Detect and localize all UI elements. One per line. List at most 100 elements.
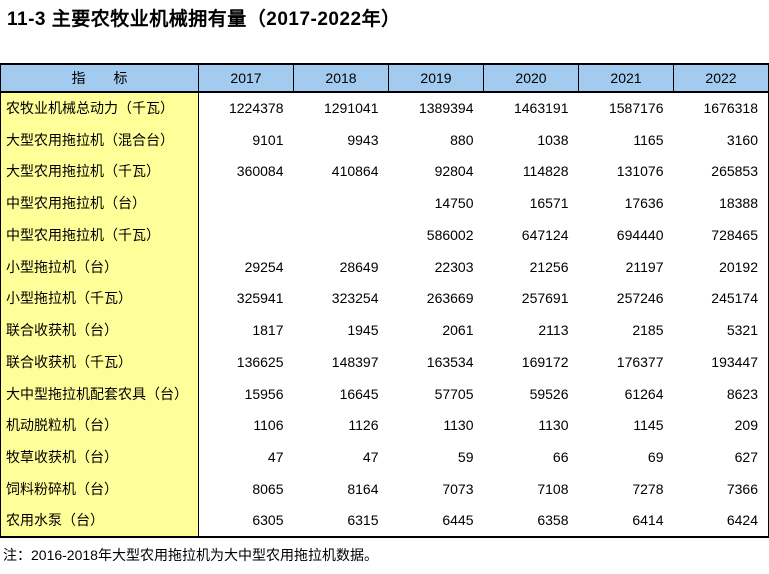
table-row: 饲料粉碎机（台） 8065 8164 7073 7108 7278 7366 xyxy=(0,473,769,505)
table-container: 指 标 2017 2018 2019 2020 2021 2022 农牧业机械总动力（千瓦… xyxy=(0,63,769,538)
value-cell: 410864 xyxy=(331,163,379,180)
machinery-ownership-table: 指 标 2017 2018 2019 2020 2021 2022 农牧业机械总动力（千瓦… xyxy=(0,63,769,538)
value-cell: 325941 xyxy=(236,290,284,307)
value-cell: 193447 xyxy=(711,353,758,370)
value-cell: 169172 xyxy=(521,353,569,370)
value-cell xyxy=(199,187,294,219)
table-row: 小型拖拉机（千瓦） 325941 323254 263669 257691 257246 2… xyxy=(0,282,769,315)
value-cell: 8623 xyxy=(726,385,758,402)
value-cell: 15956 xyxy=(244,385,284,402)
value-cell: 7108 xyxy=(537,480,569,497)
year-column-header: 2020 xyxy=(483,64,579,93)
value-cell: 2061 xyxy=(442,322,474,339)
value-cell: 16645 xyxy=(339,385,379,402)
value-cell: 6358 xyxy=(537,512,569,529)
year-column-header: 2018 xyxy=(293,64,389,93)
value-cell: 1463191 xyxy=(513,100,569,117)
table-row: 大中型拖拉机配套农具（台） 15956 16645 57705 59526 61264 86… xyxy=(0,377,769,410)
value-cell: 21197 xyxy=(625,258,664,275)
value-cell: 21256 xyxy=(529,258,569,275)
table-row: 农用水泵（台） 6305 6315 6445 6358 6414 6424 xyxy=(0,504,769,537)
value-cell: 880 xyxy=(450,131,474,148)
value-cell xyxy=(294,219,389,251)
value-cell: 163534 xyxy=(426,353,474,370)
value-cell: 6414 xyxy=(632,512,664,529)
value-cell: 263669 xyxy=(426,290,474,307)
value-cell: 18388 xyxy=(719,195,758,212)
value-cell: 28649 xyxy=(339,258,379,275)
value-cell: 6305 xyxy=(252,512,284,529)
value-cell: 3160 xyxy=(726,131,758,148)
value-cell: 1038 xyxy=(537,131,569,148)
value-cell: 265853 xyxy=(711,163,758,180)
value-cell: 7073 xyxy=(442,480,474,497)
value-cell: 92804 xyxy=(434,163,474,180)
value-cell: 1817 xyxy=(252,322,284,339)
value-cell: 2113 xyxy=(538,322,569,339)
value-cell: 209 xyxy=(734,417,758,434)
value-cell: 647124 xyxy=(521,226,569,243)
table-row: 机动脱粒机（台） 1106 1126 1130 1130 1145 209 xyxy=(0,409,769,442)
value-cell: 8065 xyxy=(252,480,284,497)
table-header: 指 标 2017 2018 2019 2020 2021 2022 xyxy=(0,64,769,93)
row-label: 小型拖拉机（千瓦） xyxy=(0,282,199,315)
table-row: 农牧业机械总动力（千瓦） 1224378 1291041 1389394 1463191… xyxy=(0,92,769,124)
value-cell: 1145 xyxy=(633,417,664,434)
row-label: 大型农用拖拉机（千瓦） xyxy=(0,155,199,188)
value-cell: 9101 xyxy=(252,131,284,148)
value-cell: 61264 xyxy=(624,385,664,402)
value-cell: 29254 xyxy=(244,258,284,275)
value-cell: 1130 xyxy=(538,417,569,434)
value-cell: 59526 xyxy=(529,385,569,402)
value-cell: 6424 xyxy=(726,512,758,529)
value-cell: 586002 xyxy=(426,226,474,243)
row-label: 中型农用拖拉机（千瓦） xyxy=(0,219,199,251)
value-cell: 2185 xyxy=(632,322,664,339)
row-label: 大型农用拖拉机（混合台） xyxy=(0,123,199,156)
value-cell: 1389394 xyxy=(418,100,474,117)
table-row: 牧草收获机（台） 47 47 59 66 69 627 xyxy=(0,441,769,473)
value-cell: 1291041 xyxy=(323,100,379,117)
value-cell: 59 xyxy=(457,449,474,466)
value-cell: 627 xyxy=(734,449,758,466)
value-cell: 1165 xyxy=(633,131,664,148)
table-row: 大型农用拖拉机（混合台） 9101 9943 880 1038 1165 3160 xyxy=(0,123,769,156)
value-cell: 323254 xyxy=(331,290,379,307)
value-cell: 66 xyxy=(552,449,569,466)
value-cell: 17636 xyxy=(624,195,664,212)
row-label: 小型拖拉机（台） xyxy=(0,250,199,283)
row-label: 中型农用拖拉机（台） xyxy=(0,187,199,219)
value-cell: 114828 xyxy=(522,163,569,180)
value-cell: 7278 xyxy=(632,480,664,497)
value-cell: 1130 xyxy=(443,417,474,434)
value-cell: 1126 xyxy=(348,417,379,434)
table-row: 小型拖拉机（台） 29254 28649 22303 21256 21197 20192 xyxy=(0,250,769,283)
value-cell: 5321 xyxy=(726,322,758,339)
value-cell: 245174 xyxy=(711,290,758,307)
value-cell: 47 xyxy=(362,449,379,466)
year-column-header: 2022 xyxy=(673,64,769,93)
value-cell: 22303 xyxy=(434,258,474,275)
year-column-header: 2021 xyxy=(578,64,674,93)
row-label: 机动脱粒机（台） xyxy=(0,409,199,442)
value-cell: 7366 xyxy=(726,480,758,497)
table-row: 大型农用拖拉机（千瓦） 360084 410864 92804 114828 131076… xyxy=(0,155,769,188)
row-label: 农用水泵（台） xyxy=(0,504,199,537)
value-cell: 694440 xyxy=(616,226,664,243)
value-cell: 148397 xyxy=(331,353,379,370)
row-label: 联合收获机（台） xyxy=(0,314,199,346)
value-cell: 1224378 xyxy=(228,100,284,117)
value-cell: 8164 xyxy=(347,480,379,497)
table-row: 联合收获机（台） 1817 1945 2061 2113 2185 5321 xyxy=(0,314,769,346)
value-cell: 257691 xyxy=(521,290,569,307)
page-title: 11-3 主要农牧业机械拥有量（2017-2022年） xyxy=(7,9,401,30)
value-cell xyxy=(294,187,389,219)
table-row: 联合收获机（千瓦） 136625 148397 163534 169172 176377 1… xyxy=(0,346,769,378)
row-label: 大中型拖拉机配套农具（台） xyxy=(0,377,199,410)
value-cell: 6445 xyxy=(442,512,474,529)
value-cell xyxy=(199,219,294,251)
value-cell: 176377 xyxy=(616,353,664,370)
table-row: 中型农用拖拉机（台） 14750 16571 17636 18388 xyxy=(0,187,769,219)
row-label: 联合收获机（千瓦） xyxy=(0,346,199,378)
